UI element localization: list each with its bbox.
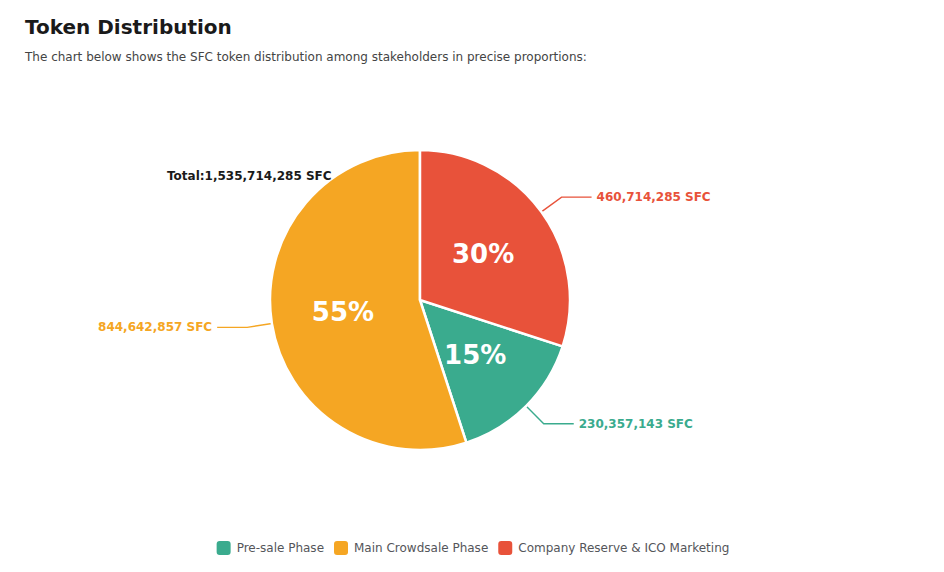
svg-text:460,714,285 SFC: 460,714,285 SFC [597,190,711,204]
svg-text:Total:1,535,714,285 SFC: Total:1,535,714,285 SFC [167,169,332,183]
svg-text:844,642,857 SFC: 844,642,857 SFC [98,320,212,334]
svg-text:Token Distribution: Token Distribution [25,15,232,39]
svg-text:Company Reserve & ICO Marketin: Company Reserve & ICO Marketing [518,541,729,555]
svg-text:230,357,143 SFC: 230,357,143 SFC [579,417,693,431]
svg-text:55%: 55% [312,297,374,327]
svg-text:Pre-sale Phase: Pre-sale Phase [237,541,324,555]
svg-text:Main Crowdsale Phase: Main Crowdsale Phase [354,541,488,555]
svg-text:15%: 15% [444,340,506,370]
svg-text:30%: 30% [452,239,514,269]
svg-text:The chart below shows the SFC: The chart below shows the SFC token dist… [24,50,587,64]
